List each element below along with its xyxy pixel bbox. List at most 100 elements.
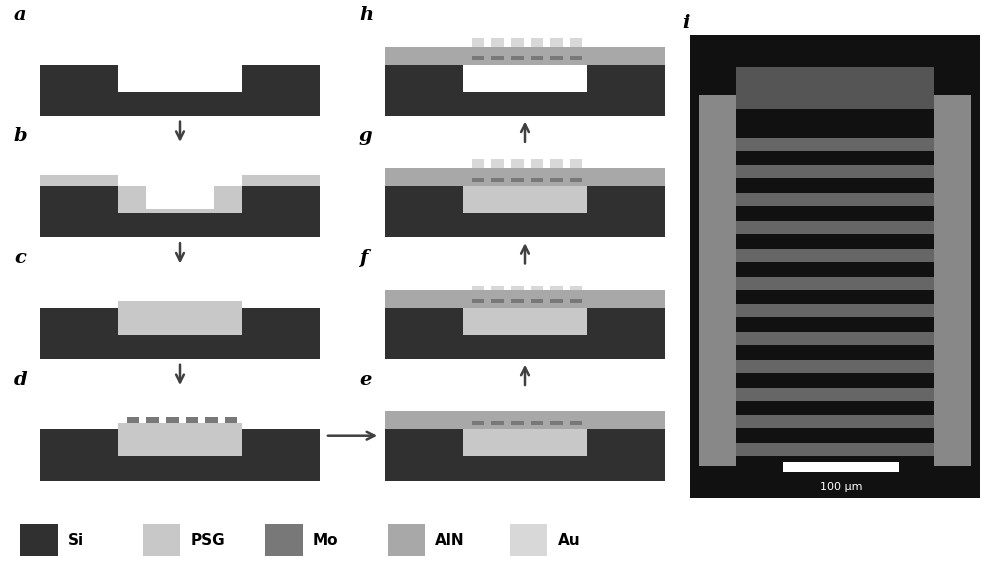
Bar [472, 159, 484, 168]
Bar [166, 417, 179, 423]
Bar [736, 388, 934, 401]
Bar [736, 193, 934, 206]
Bar [146, 186, 214, 208]
Bar [463, 168, 587, 186]
Bar [491, 38, 504, 47]
Bar [587, 168, 665, 186]
Text: f: f [359, 249, 367, 267]
Bar [491, 178, 504, 182]
Bar [385, 186, 665, 237]
Bar [186, 417, 198, 423]
Bar [491, 56, 504, 60]
Bar [265, 524, 303, 556]
Bar [736, 332, 934, 345]
Bar [736, 416, 934, 428]
Bar [570, 421, 582, 425]
Bar [463, 423, 587, 456]
Bar [550, 287, 563, 290]
Bar [783, 462, 899, 472]
Bar [736, 138, 934, 151]
Bar [385, 308, 665, 359]
Bar [511, 56, 524, 60]
Bar [511, 178, 524, 182]
Bar [491, 299, 504, 303]
Text: AlN: AlN [435, 533, 465, 548]
Bar [550, 178, 563, 182]
Bar [463, 47, 587, 65]
Bar [40, 65, 320, 116]
Bar [146, 417, 159, 423]
Bar [531, 56, 543, 60]
Text: b: b [14, 127, 28, 145]
Bar [385, 168, 463, 186]
Bar [736, 360, 934, 373]
Bar [736, 277, 934, 290]
Bar [570, 56, 582, 60]
Text: PSG: PSG [190, 533, 225, 548]
Bar [40, 430, 320, 481]
Bar [736, 249, 934, 262]
Text: a: a [14, 6, 27, 24]
Bar [385, 412, 665, 430]
Bar [934, 95, 971, 466]
Bar [511, 38, 524, 47]
Text: c: c [14, 249, 26, 267]
Bar [472, 38, 484, 47]
Bar [491, 421, 504, 425]
Bar [127, 417, 139, 423]
Bar [570, 159, 582, 168]
Bar [511, 421, 524, 425]
Bar [570, 38, 582, 47]
Bar [118, 423, 242, 456]
Bar [242, 175, 320, 186]
Bar [531, 421, 543, 425]
Bar [205, 417, 218, 423]
Bar [491, 287, 504, 290]
Bar [118, 186, 242, 213]
Bar [550, 421, 563, 425]
Bar [472, 421, 484, 425]
Text: e: e [359, 371, 371, 389]
Bar [20, 524, 58, 556]
Bar [736, 221, 934, 234]
Bar [550, 38, 563, 47]
Bar [118, 65, 242, 91]
Bar [463, 179, 587, 213]
Text: Si: Si [68, 533, 84, 548]
Bar [385, 430, 665, 481]
Bar [511, 287, 524, 290]
Bar [550, 159, 563, 168]
Text: d: d [14, 371, 28, 389]
Bar [118, 301, 242, 335]
Bar [491, 159, 504, 168]
Bar [40, 186, 320, 237]
Bar [570, 178, 582, 182]
Bar [472, 56, 484, 60]
Bar [531, 299, 543, 303]
Bar [531, 159, 543, 168]
Bar [550, 299, 563, 303]
Bar [531, 178, 543, 182]
Bar [736, 444, 934, 456]
Bar [385, 65, 665, 116]
Bar [472, 178, 484, 182]
Bar [511, 159, 524, 168]
Bar [510, 524, 547, 556]
Bar [736, 305, 934, 317]
Bar [143, 524, 180, 556]
Bar [550, 56, 563, 60]
Bar [40, 308, 320, 359]
Bar [570, 299, 582, 303]
Text: Au: Au [558, 533, 580, 548]
Bar [472, 299, 484, 303]
Bar [699, 95, 736, 466]
Text: h: h [359, 6, 373, 24]
Bar [472, 287, 484, 290]
Bar [587, 47, 665, 65]
Bar [531, 287, 543, 290]
Bar [511, 299, 524, 303]
Bar [570, 287, 582, 290]
Bar [736, 166, 934, 178]
Text: g: g [359, 127, 373, 145]
Bar [40, 175, 118, 186]
